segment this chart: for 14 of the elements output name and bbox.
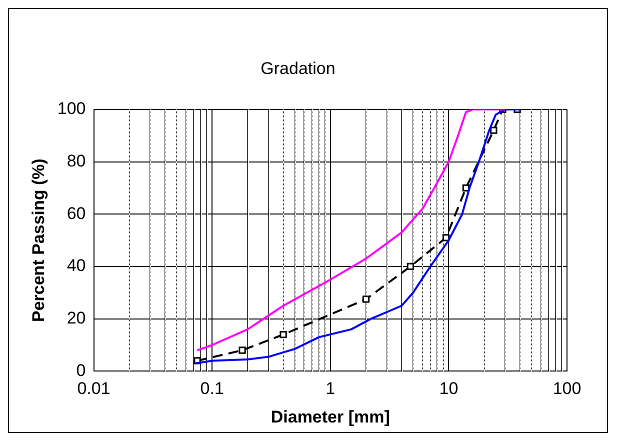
x-axis-title: Diameter [mm] (270, 407, 390, 426)
x-tick-label: 0.1 (200, 379, 224, 398)
y-tick-label: 60 (66, 204, 86, 223)
y-axis-title: Percent Passing (%) (28, 158, 48, 322)
x-tick-label: 10 (439, 379, 458, 398)
chart-title: Gradation (260, 58, 336, 78)
y-tick-label: 0 (76, 360, 86, 380)
x-tick-label: 0.01 (77, 379, 110, 398)
y-tick-label: 40 (66, 256, 86, 276)
x-tick-label: 1 (326, 379, 336, 398)
y-tick-label: 100 (57, 99, 86, 118)
y-tick-label: 80 (66, 151, 86, 170)
y-tick-label: 20 (66, 308, 86, 328)
x-tick-label: 100 (552, 379, 582, 398)
